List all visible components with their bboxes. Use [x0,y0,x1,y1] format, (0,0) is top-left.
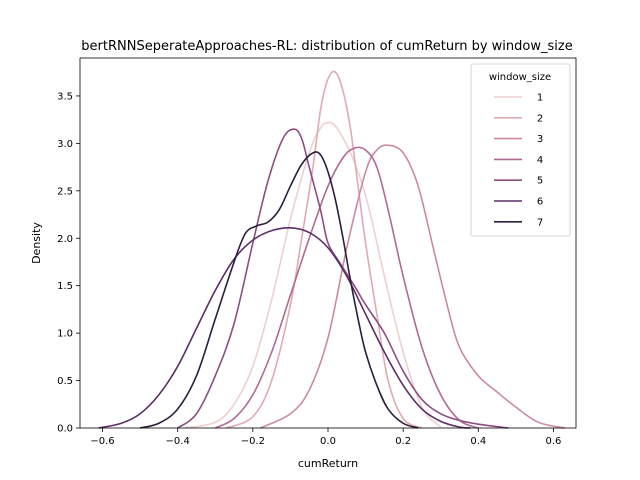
y-tick-label: 1.0 [57,329,73,340]
density-line-7 [139,151,419,429]
legend-label-2: 2 [537,113,543,124]
x-axis: −0.6 −0.4 −0.2 0.0 0.2 0.4 0.6 [90,428,561,447]
legend-frame [470,63,571,237]
legend-label-3: 3 [537,134,543,145]
legend-label-6: 6 [537,197,543,208]
y-tick-label: 0.5 [57,376,73,387]
y-tick-label: 2.0 [57,234,73,245]
x-tick-label: 0.0 [320,436,336,447]
y-tick-label: 3.0 [57,139,73,150]
y-tick-label: 3.5 [57,91,73,102]
density-line-5 [177,128,509,429]
y-tick-label: 1.5 [57,281,73,292]
x-tick-label: 0.4 [470,436,486,447]
density-curves [98,70,565,429]
chart-title: bertRNNSeperateApproaches-RL: distributi… [81,39,572,54]
x-tick-label: 0.2 [395,436,411,447]
density-line-1 [185,121,442,429]
x-tick-label: −0.6 [90,436,114,447]
legend: window_size 1 2 3 4 5 6 7 [470,63,571,237]
legend-title: window_size [489,72,551,83]
density-line-4 [214,146,479,429]
y-tick-label: 0.0 [57,424,73,435]
density-line-6 [98,226,471,429]
y-tick-label: 2.5 [57,186,73,197]
legend-label-4: 4 [537,155,543,166]
x-tick-label: −0.2 [241,436,265,447]
legend-label-7: 7 [537,217,543,228]
y-axis: 0.0 0.5 1.0 1.5 2.0 2.5 3.0 3.5 [57,91,80,435]
density-line-3 [260,144,565,429]
x-tick-label: −0.4 [166,436,190,447]
density-line-2 [226,70,423,429]
x-tick-label: 0.6 [546,436,562,447]
legend-label-1: 1 [537,93,543,104]
x-axis-label: cumReturn [298,457,358,470]
y-axis-label: Density [30,222,43,264]
legend-label-5: 5 [537,176,543,187]
